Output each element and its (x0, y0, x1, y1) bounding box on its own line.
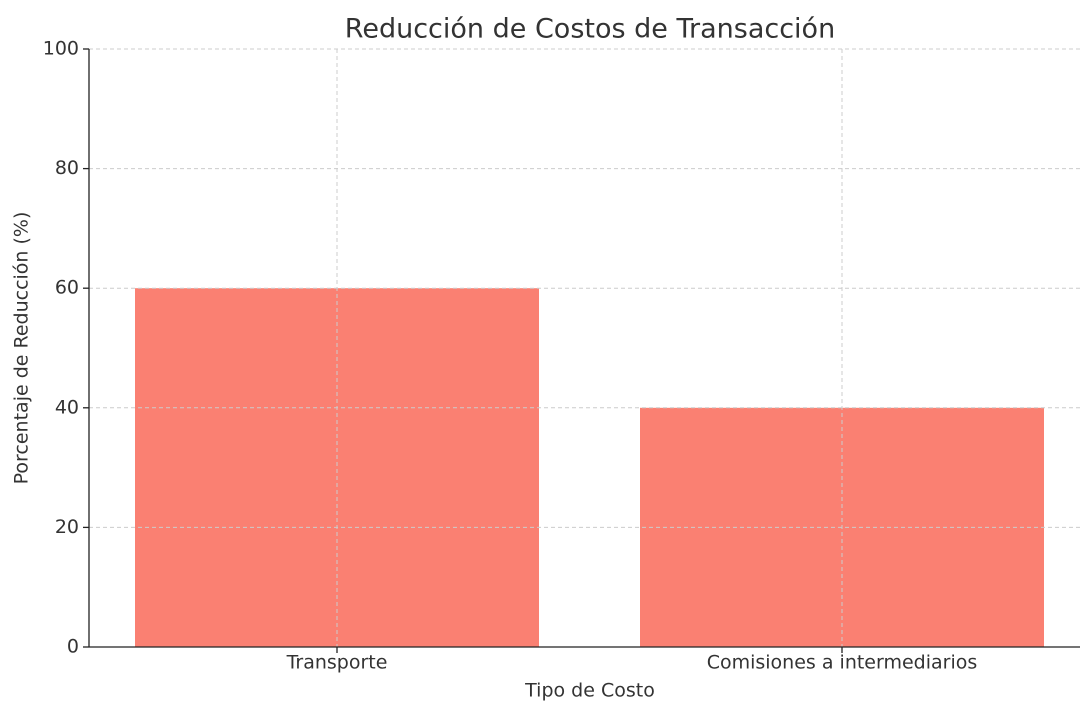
y-tick-label: 80 (55, 157, 79, 179)
bar (135, 288, 539, 647)
y-tick-label: 100 (43, 38, 79, 60)
y-axis-label: Porcentaje de Reducción (%) (11, 212, 33, 485)
y-tick-label: 0 (67, 636, 79, 658)
x-tick-label: Comisiones a intermediarios (707, 652, 978, 674)
y-tick-label: 20 (55, 516, 79, 538)
x-axis-label: Tipo de Costo (524, 680, 655, 702)
y-tick-label: 60 (55, 277, 79, 299)
x-tick-label: Transporte (286, 652, 388, 674)
chart-title: Reducción de Costos de Transacción (345, 14, 835, 45)
y-tick-label: 40 (55, 396, 79, 418)
